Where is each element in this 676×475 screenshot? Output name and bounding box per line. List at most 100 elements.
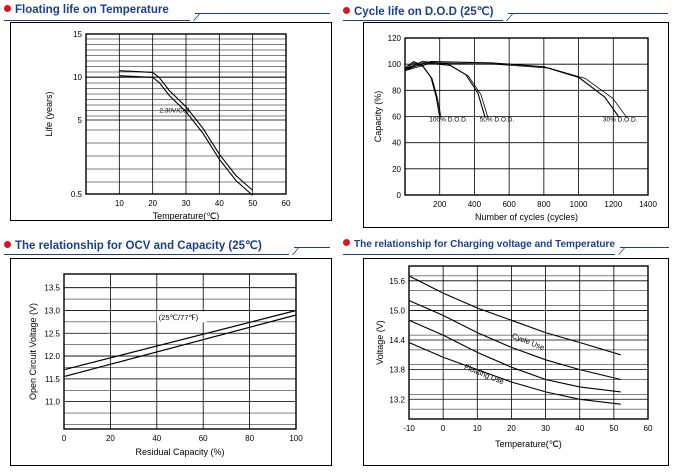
y-tick-label: 60 [392,113,401,122]
ocv-title: The relationship for OCV and Capacity (2… [4,238,262,256]
x-axis-label: Temperature(℃) [153,211,220,221]
annotation-background [156,311,207,323]
x-tick-label: 1000 [570,200,588,209]
title-underline [195,13,330,14]
y-tick-label: 80 [392,86,401,95]
cycle-life-panel: Cycle life on D.O.D (25℃) 200 400 600 800 10… [343,4,673,228]
series-label: 30% D.O.D. [603,117,638,124]
x-tick-label: 1400 [639,200,657,209]
x-tick-label: -10 [403,424,415,433]
cycle-life-line [404,61,486,117]
charging-panel: The relationship for Charging voltage an… [343,238,673,470]
charging-band-lower [408,341,621,405]
x-tick-label: 0 [441,424,446,433]
y-tick-label: 40 [392,139,401,148]
bullet-icon [343,7,350,14]
x-tick-label: 0 [62,434,67,443]
x-tick-label: 10 [473,424,482,433]
title-underline [4,254,289,255]
cycle-life-line [404,62,489,118]
x-tick-label: 10 [115,199,124,208]
y-tick-label: 120 [388,34,402,43]
ocv-line [63,309,297,371]
y-tick-label: 15.6 [389,277,405,286]
y-tick-label: 15.0 [389,306,405,315]
series-label: 2.30V/Cell [159,107,190,114]
x-tick-label: 50 [248,199,257,208]
y-tick-label: 11.5 [45,375,61,384]
x-tick-label: 60 [199,434,208,443]
y-tick-label: 20 [392,165,401,174]
y-axis-label: Life (years) [44,91,54,136]
x-tick-label: 800 [537,200,551,209]
x-tick-label: 60 [282,199,291,208]
ocv-annotation: (25℃/77℉) [159,313,199,322]
ocv-panel: The relationship for OCV and Capacity (2… [4,238,334,470]
charging-band-upper [408,319,621,393]
ocv-frame [10,258,332,466]
series-label: 100% D.O.D. [429,117,467,124]
y-tick-label: 0.5 [71,190,83,199]
y-tick-label: 15 [73,30,82,39]
floating-life-title-text: Floating life on Temperature [15,4,169,16]
y-tick-label: 100 [388,60,402,69]
y-tick-label: 11.0 [45,398,61,407]
y-tick-label: 0 [397,191,402,200]
x-tick-label: 20 [148,199,157,208]
ocv-line [63,314,297,378]
y-axis-label: Open Circuit Voltage (V) [28,303,38,400]
y-axis-label: Capacity (%) [373,91,383,143]
charging-band-upper [408,275,621,356]
y-tick-label: 12.0 [44,352,60,361]
ocv-chart: 0 20 40 60 80 100 11.0 11.5 12.0 12.5 13.0 13.5 (25℃… [28,273,303,457]
title-underline [343,20,503,21]
cycle-life-title-text: Cycle life on D.O.D (25℃) [354,6,494,18]
x-tick-label: 60 [644,424,653,433]
y-tick-label: 10 [73,73,82,82]
charging-chart: -10 0 10 20 30 40 50 6013.213.814.415.015.6Cycl… [375,265,653,449]
x-tick-label: 30 [541,424,550,433]
cycle-life-line [404,62,628,119]
x-axis-label: Residual Capacity (%) [135,447,224,457]
floating-life-frame [10,22,332,221]
y-tick-label: 14.4 [389,336,405,345]
cycle-life-chart: 200 400 600 800 1000 1200 1400 0 20 40 60 80 100 120 1… [373,34,657,222]
y-axis-label: Voltage (V) [375,320,385,365]
y-tick-label: 5 [78,116,83,125]
x-tick-label: 20 [507,424,516,433]
ocv-title-text: The relationship for OCV and Capacity (2… [15,240,262,252]
band-label: Floating Use [463,362,505,386]
bullet-icon [4,5,11,12]
x-tick-label: 400 [468,200,482,209]
cycle-life-frame [363,22,669,228]
plot-area [63,273,297,430]
cycle-life-title: Cycle life on D.O.D (25℃) [343,4,493,22]
floating-life-panel: Floating life on Temperature 10 20 30 40 50 6… [4,4,334,224]
charging-frame [363,258,669,466]
floating-life-title: Floating life on Temperature [4,4,169,22]
charging-band-lower [408,299,621,381]
x-tick-label: 50 [609,424,618,433]
x-axis-label: Temperature(℃) [495,439,562,449]
x-tick-label: 100 [289,434,303,443]
x-tick-label: 40 [215,199,224,208]
x-tick-label: 1200 [604,200,622,209]
x-tick-label: 200 [433,200,447,209]
cycle-life-line [404,60,441,117]
charging-title: The relationship for Charging voltage an… [343,239,615,257]
bullet-icon [343,239,350,246]
y-tick-label: 13.2 [389,395,405,404]
x-tick-label: 600 [502,200,516,209]
y-tick-label: 13.0 [44,306,60,315]
cycle-life-line [404,62,442,118]
x-tick-label: 80 [245,434,254,443]
x-tick-label: 40 [152,434,161,443]
bullet-icon [4,241,11,248]
y-tick-label: 12.5 [44,329,60,338]
title-underline [4,20,190,21]
series-label: 50% D.O.D. [480,117,515,124]
x-tick-label: 30 [182,199,191,208]
title-underline [294,247,330,248]
charging-title-text: The relationship for Charging voltage an… [354,239,615,250]
floating-life-line [119,75,254,196]
